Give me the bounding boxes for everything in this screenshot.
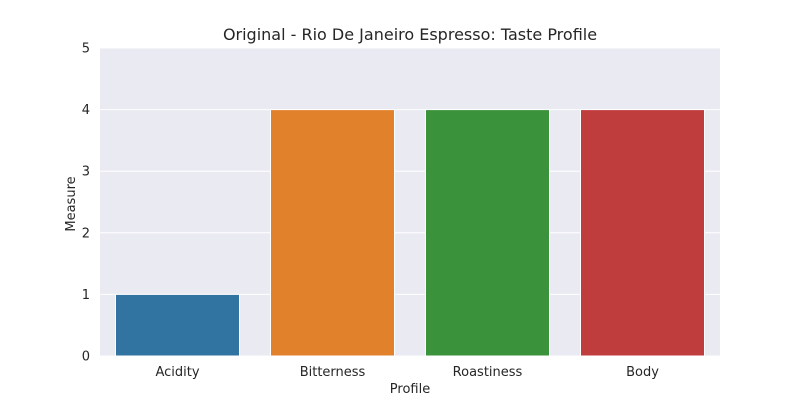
x-tick-label: Roastiness: [453, 365, 523, 380]
y-tick-label: 3: [82, 165, 90, 180]
y-axis-label: Measure: [64, 176, 79, 231]
x-axis-label: Profile: [390, 382, 430, 397]
x-tick-labels: Acidity Bitterness Roastiness Body: [155, 365, 659, 380]
x-tick-label: Bitterness: [300, 365, 366, 380]
y-tick-label: 5: [82, 42, 90, 57]
bars: [115, 109, 705, 357]
y-tick-label: 0: [82, 350, 90, 365]
y-tick-label: 1: [82, 288, 90, 303]
y-tick-label: 4: [82, 103, 90, 118]
y-tick-label: 2: [82, 226, 90, 241]
bar-roastiness: [425, 109, 550, 357]
chart-title: Original - Rio De Janeiro Espresso: Tast…: [223, 25, 597, 44]
x-tick-label: Acidity: [155, 365, 199, 380]
bar-bitterness: [270, 109, 395, 357]
bar-body: [580, 109, 705, 357]
bar-acidity: [115, 293, 240, 357]
x-tick-label: Body: [626, 365, 659, 380]
y-tick-labels: 0 1 2 3 4 5: [82, 42, 90, 365]
